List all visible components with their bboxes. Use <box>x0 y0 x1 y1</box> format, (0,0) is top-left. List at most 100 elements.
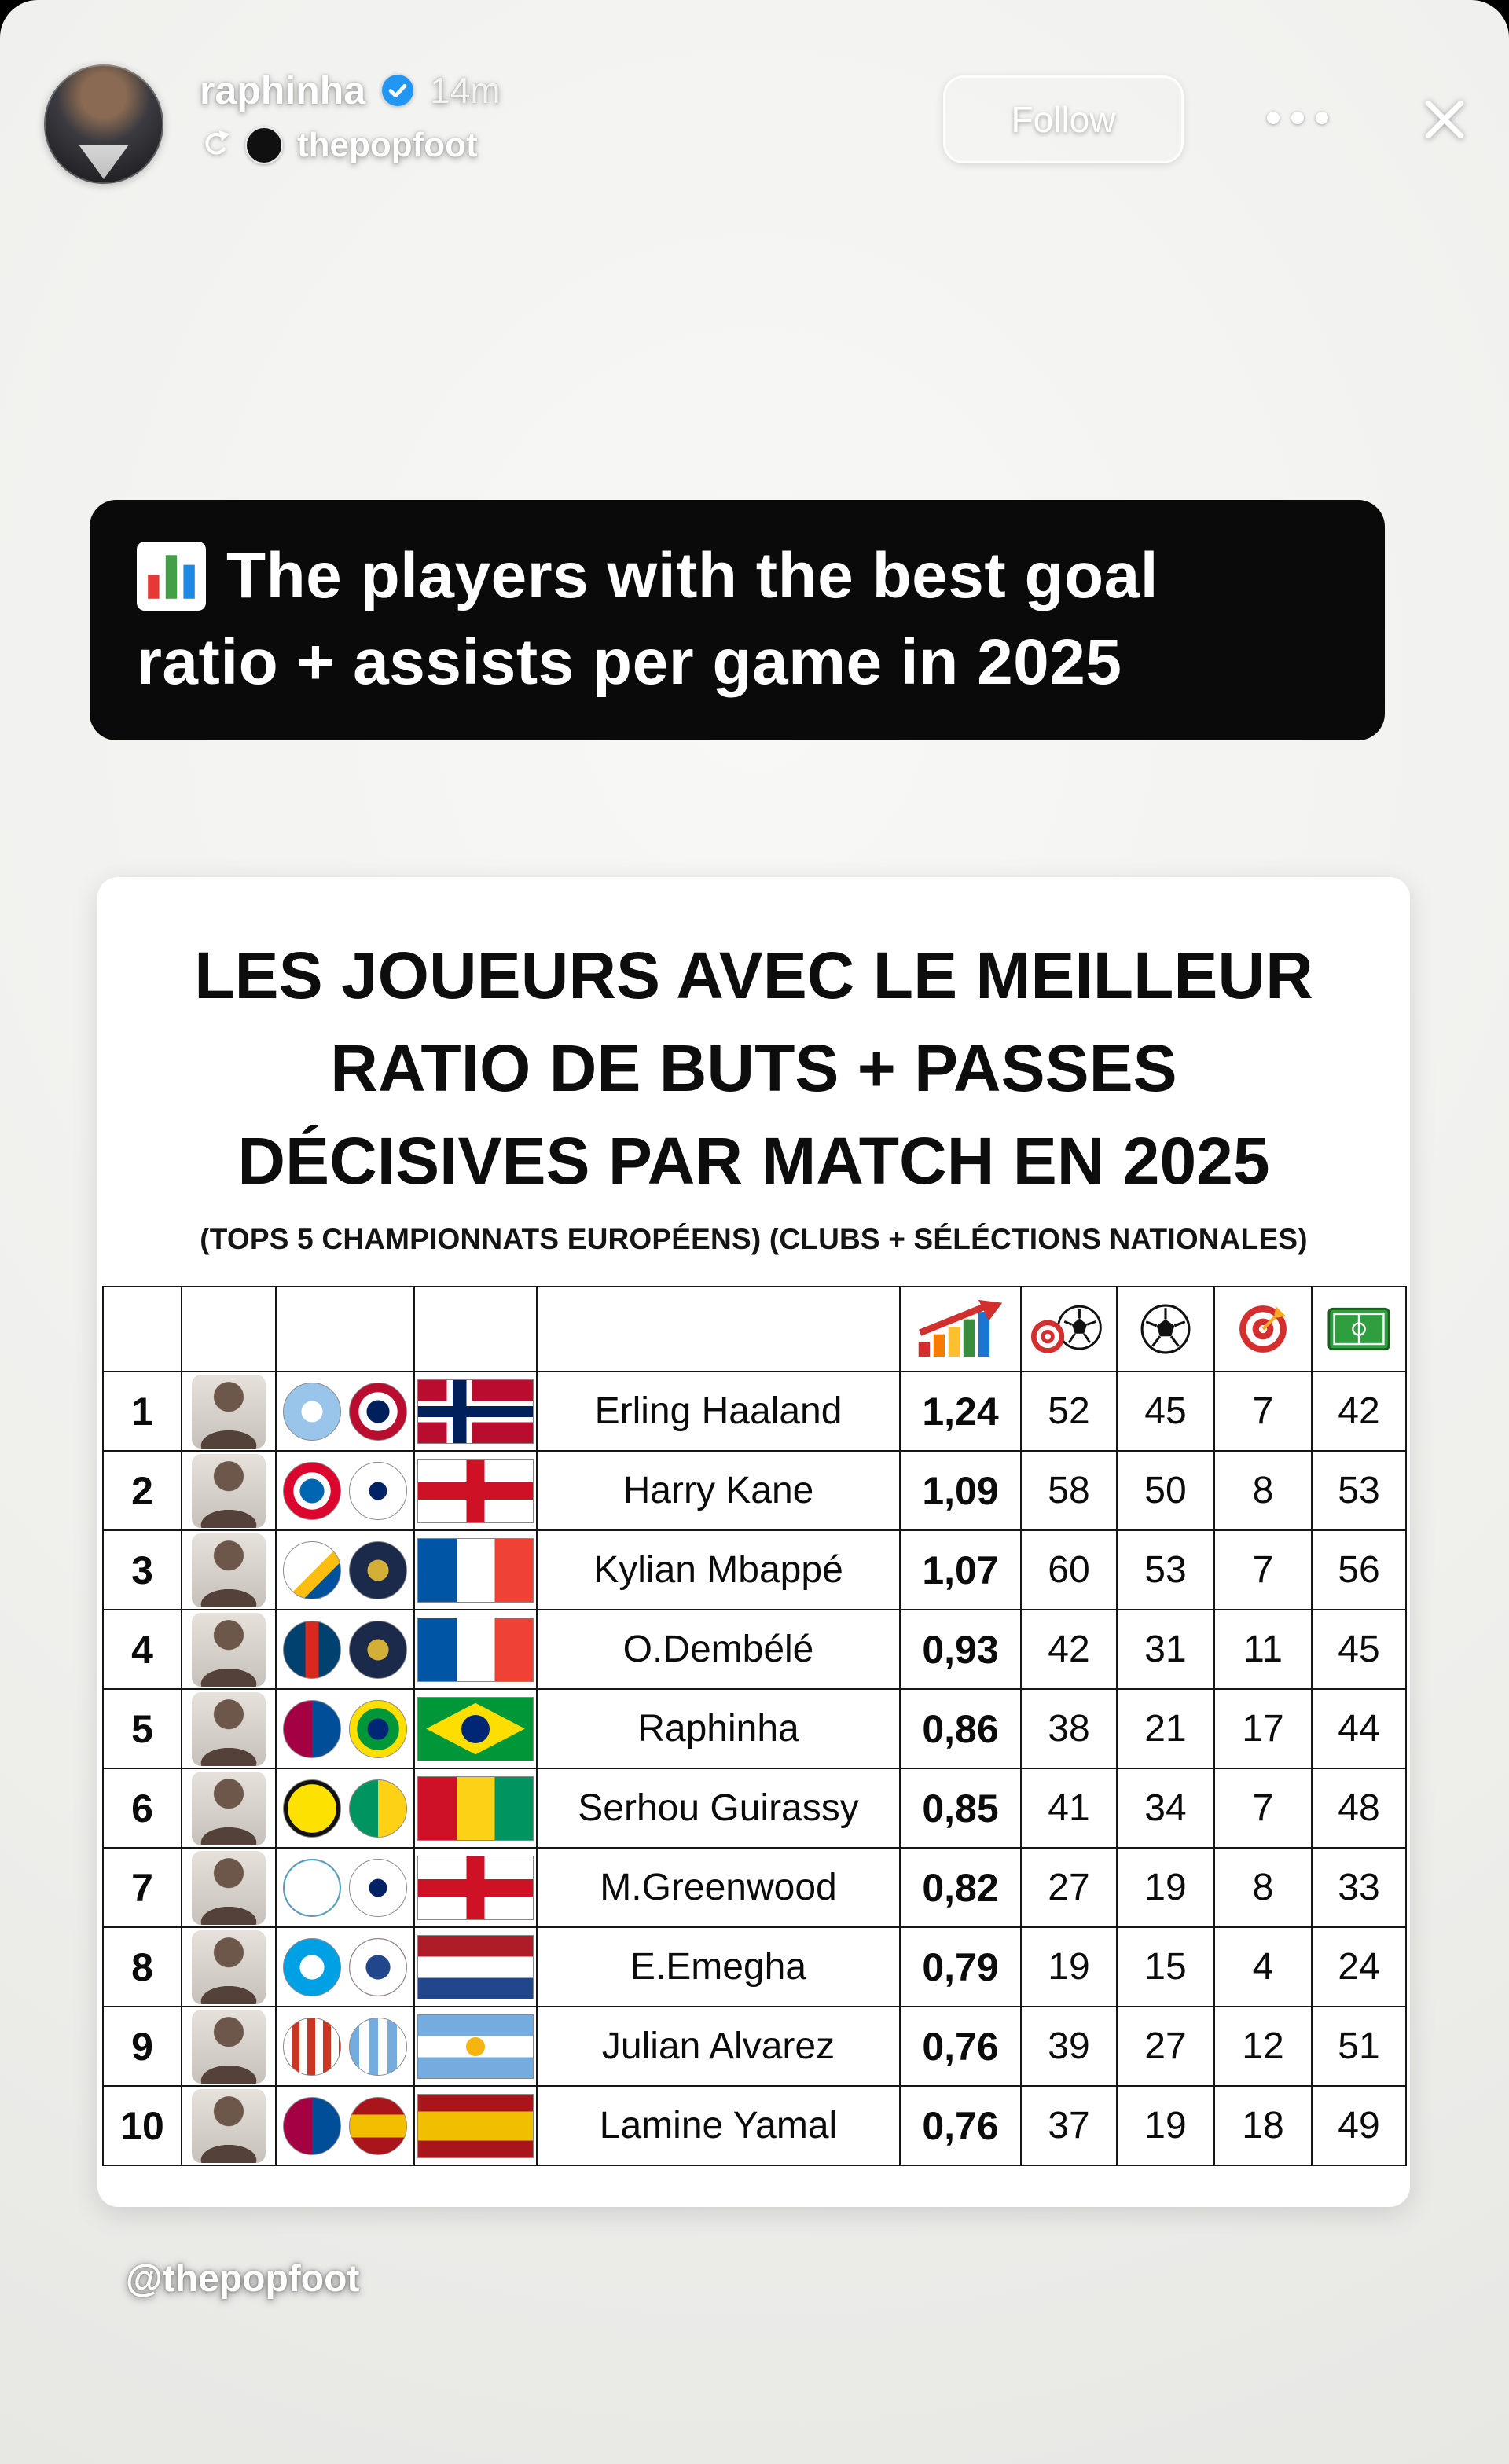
timestamp: 14m <box>430 70 501 111</box>
caption-text-1: The players with the best goal <box>226 540 1159 611</box>
club-badge <box>282 1461 341 1520</box>
country-flag <box>417 1696 534 1761</box>
player-photo <box>192 1453 266 1528</box>
assists-value: 18 <box>1213 2085 1313 2166</box>
repost-line[interactable]: thepopfoot <box>200 126 501 165</box>
matches-value: 53 <box>1311 1450 1407 1531</box>
header-name-cell <box>536 1286 901 1372</box>
card-title-line-2: RATIO DE BUTS + PASSES <box>330 1031 1177 1105</box>
goals-assists-value: 38 <box>1020 1688 1118 1769</box>
flag-cell <box>413 1688 538 1769</box>
goals-value: 50 <box>1116 1450 1215 1531</box>
header-flag-cell <box>413 1286 538 1372</box>
federation-badge <box>349 1382 408 1441</box>
goals-assists-value: 42 <box>1020 1609 1118 1690</box>
avatar[interactable] <box>44 64 163 184</box>
player-name: Erling Haaland <box>536 1371 901 1452</box>
federation-badge <box>349 1858 408 1917</box>
matches-value: 42 <box>1311 1371 1407 1452</box>
matches-value: 33 <box>1311 1847 1407 1928</box>
soccer-ball-icon <box>1116 1286 1215 1372</box>
player-name: M.Greenwood <box>536 1847 901 1928</box>
assists-value: 4 <box>1213 1926 1313 2007</box>
assists-value: 7 <box>1213 1768 1313 1849</box>
table-row: 9 Julian Alvarez 0,76 39 27 12 51 <box>102 2006 1407 2087</box>
more-options-icon[interactable] <box>1267 112 1328 124</box>
ratio-value: 0,76 <box>899 2085 1022 2166</box>
story-header: raphinha 14m thepopfoot Follow <box>44 61 1478 234</box>
header-photo-cell <box>181 1286 277 1372</box>
player-name: O.Dembélé <box>536 1609 901 1690</box>
player-photo <box>192 1691 266 1766</box>
rank-cell: 3 <box>102 1529 182 1610</box>
stats-card: LES JOUEURS AVEC LE MEILLEUR RATIO DE BU… <box>97 877 1410 2207</box>
matches-value: 49 <box>1311 2085 1407 2166</box>
player-name: Kylian Mbappé <box>536 1529 901 1610</box>
caption-box: The players with the best goal ratio + a… <box>90 500 1385 740</box>
target-icon <box>1213 1286 1313 1372</box>
rank-cell: 8 <box>102 1926 182 2007</box>
table-row: 10 Lamine Yamal 0,76 37 19 18 49 <box>102 2085 1407 2166</box>
card-title: LES JOUEURS AVEC LE MEILLEUR RATIO DE BU… <box>97 929 1410 1207</box>
bar-chart-icon <box>137 542 206 611</box>
card-title-line-3: DÉCISIVES PAR MATCH EN 2025 <box>237 1124 1270 1198</box>
ratio-value: 0,85 <box>899 1768 1022 1849</box>
ratio-value: 1,24 <box>899 1371 1022 1452</box>
badges-cell <box>275 1609 415 1690</box>
federation-badge <box>349 1937 408 1996</box>
badges-cell <box>275 1529 415 1610</box>
goals-assists-value: 19 <box>1020 1926 1118 2007</box>
chart-increasing-icon <box>899 1286 1022 1372</box>
goals-value: 27 <box>1116 2006 1215 2087</box>
federation-badge <box>349 1779 408 1838</box>
username[interactable]: raphinha <box>200 68 366 112</box>
flag-cell <box>413 2085 538 2166</box>
goals-value: 19 <box>1116 2085 1215 2166</box>
country-flag <box>417 1775 534 1841</box>
follow-button[interactable]: Follow <box>943 75 1184 163</box>
goals-assists-value: 60 <box>1020 1529 1118 1610</box>
card-subtitle: (TOPS 5 CHAMPIONNATS EUROPÉENS) (CLUBS +… <box>200 1223 1308 1255</box>
player-photo <box>192 1612 266 1687</box>
badges-cell <box>275 1847 415 1928</box>
watermark: @thepopfoot <box>126 2258 360 2300</box>
photo-cell <box>181 2006 277 2087</box>
goals-value: 53 <box>1116 1529 1215 1610</box>
federation-badge <box>349 2017 408 2076</box>
caption-text-2: ratio + assists per game in 2025 <box>137 626 1122 698</box>
table-header-row <box>102 1286 1407 1372</box>
photo-cell <box>181 1371 277 1452</box>
table-row: 1 Erling Haaland 1,24 52 45 7 42 <box>102 1371 1407 1452</box>
goals-assists-value: 39 <box>1020 2006 1118 2087</box>
flag-cell <box>413 1371 538 1452</box>
ratio-value: 0,82 <box>899 1847 1022 1928</box>
assists-value: 17 <box>1213 1688 1313 1769</box>
repost-username[interactable]: thepopfoot <box>297 126 478 164</box>
club-badge <box>282 1620 341 1679</box>
flag-cell <box>413 1847 538 1928</box>
country-flag <box>417 1617 534 1682</box>
ratio-value: 1,09 <box>899 1450 1022 1531</box>
user-line[interactable]: raphinha 14m <box>200 68 501 113</box>
photo-cell <box>181 1926 277 2007</box>
assists-value: 11 <box>1213 1609 1313 1690</box>
federation-badge <box>349 1540 408 1599</box>
badges-cell <box>275 1688 415 1769</box>
ratio-value: 1,07 <box>899 1529 1022 1610</box>
badges-cell <box>275 1926 415 2007</box>
flag-cell <box>413 1609 538 1690</box>
badges-cell <box>275 2085 415 2166</box>
card-title-line-1: LES JOUEURS AVEC LE MEILLEUR <box>194 938 1313 1012</box>
goals-assists-value: 58 <box>1020 1450 1118 1531</box>
ratio-value: 0,79 <box>899 1926 1022 2007</box>
photo-cell <box>181 1529 277 1610</box>
goals-value: 19 <box>1116 1847 1215 1928</box>
matches-value: 56 <box>1311 1529 1407 1610</box>
photo-cell <box>181 2085 277 2166</box>
rank-cell: 5 <box>102 1688 182 1769</box>
photo-cell <box>181 1688 277 1769</box>
country-flag <box>417 1855 534 1920</box>
player-name: Julian Alvarez <box>536 2006 901 2087</box>
close-icon[interactable] <box>1415 90 1474 149</box>
goals-value: 15 <box>1116 1926 1215 2007</box>
